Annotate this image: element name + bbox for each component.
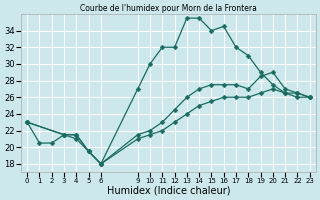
Title: Courbe de l'humidex pour Morn de la Frontera: Courbe de l'humidex pour Morn de la Fron… <box>80 4 257 13</box>
X-axis label: Humidex (Indice chaleur): Humidex (Indice chaleur) <box>107 186 230 196</box>
